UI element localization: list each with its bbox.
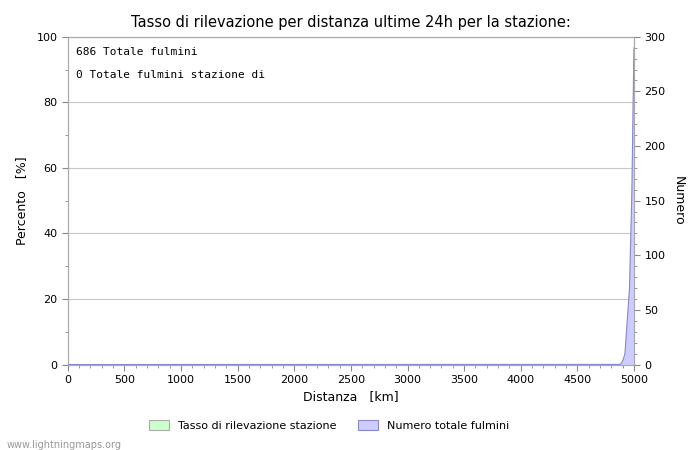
Y-axis label: Numero: Numero — [672, 176, 685, 225]
Y-axis label: Percento   [%]: Percento [%] — [15, 156, 28, 245]
Text: www.lightningmaps.org: www.lightningmaps.org — [7, 440, 122, 450]
X-axis label: Distanza   [km]: Distanza [km] — [303, 391, 399, 404]
Text: 0 Totale fulmini stazione di: 0 Totale fulmini stazione di — [76, 69, 265, 80]
Title: Tasso di rilevazione per distanza ultime 24h per la stazione:: Tasso di rilevazione per distanza ultime… — [131, 15, 570, 30]
Legend: Tasso di rilevazione stazione, Numero totale fulmini: Tasso di rilevazione stazione, Numero to… — [144, 416, 514, 436]
Text: 686 Totale fulmini: 686 Totale fulmini — [76, 46, 197, 57]
